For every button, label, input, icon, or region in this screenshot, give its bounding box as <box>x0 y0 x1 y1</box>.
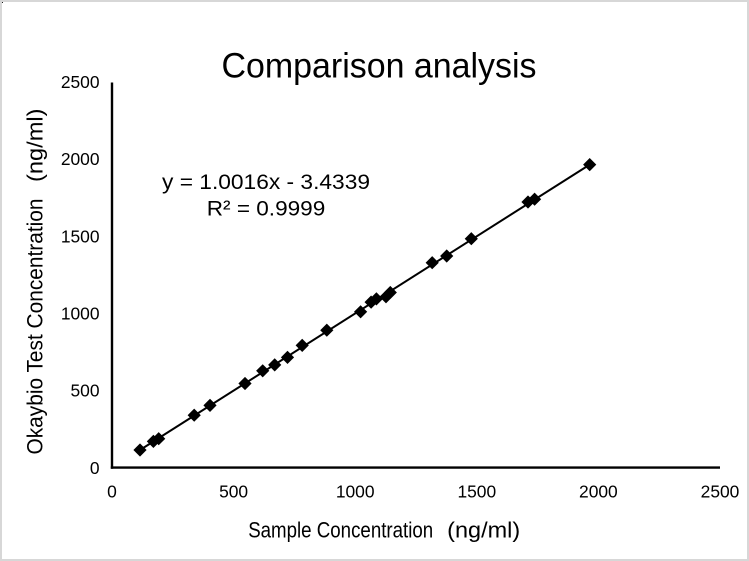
svg-text:1000: 1000 <box>61 304 100 324</box>
svg-text:1500: 1500 <box>457 482 496 502</box>
svg-text:0: 0 <box>90 458 100 478</box>
svg-text:0: 0 <box>107 482 117 502</box>
svg-text:(ng/ml): (ng/ml) <box>447 517 520 542</box>
svg-text:y = 1.0016x - 3.4339: y = 1.0016x - 3.4339 <box>162 171 370 194</box>
svg-text:R² = 0.9999: R² = 0.9999 <box>207 197 326 220</box>
svg-text:2000: 2000 <box>61 149 100 169</box>
svg-text:2000: 2000 <box>579 482 618 502</box>
svg-text:2500: 2500 <box>701 482 740 502</box>
svg-text:Sample Concentration: Sample Concentration <box>248 517 433 542</box>
svg-text:Okaybio Test Concentration: Okaybio Test Concentration <box>23 199 48 455</box>
svg-text:2500: 2500 <box>61 72 100 92</box>
svg-text:Comparison analysis: Comparison analysis <box>222 46 537 85</box>
svg-text:(ng/ml): (ng/ml) <box>23 109 48 183</box>
svg-text:1500: 1500 <box>61 227 100 247</box>
svg-text:1000: 1000 <box>336 482 375 502</box>
svg-text:500: 500 <box>70 381 99 401</box>
svg-text:500: 500 <box>219 482 248 502</box>
